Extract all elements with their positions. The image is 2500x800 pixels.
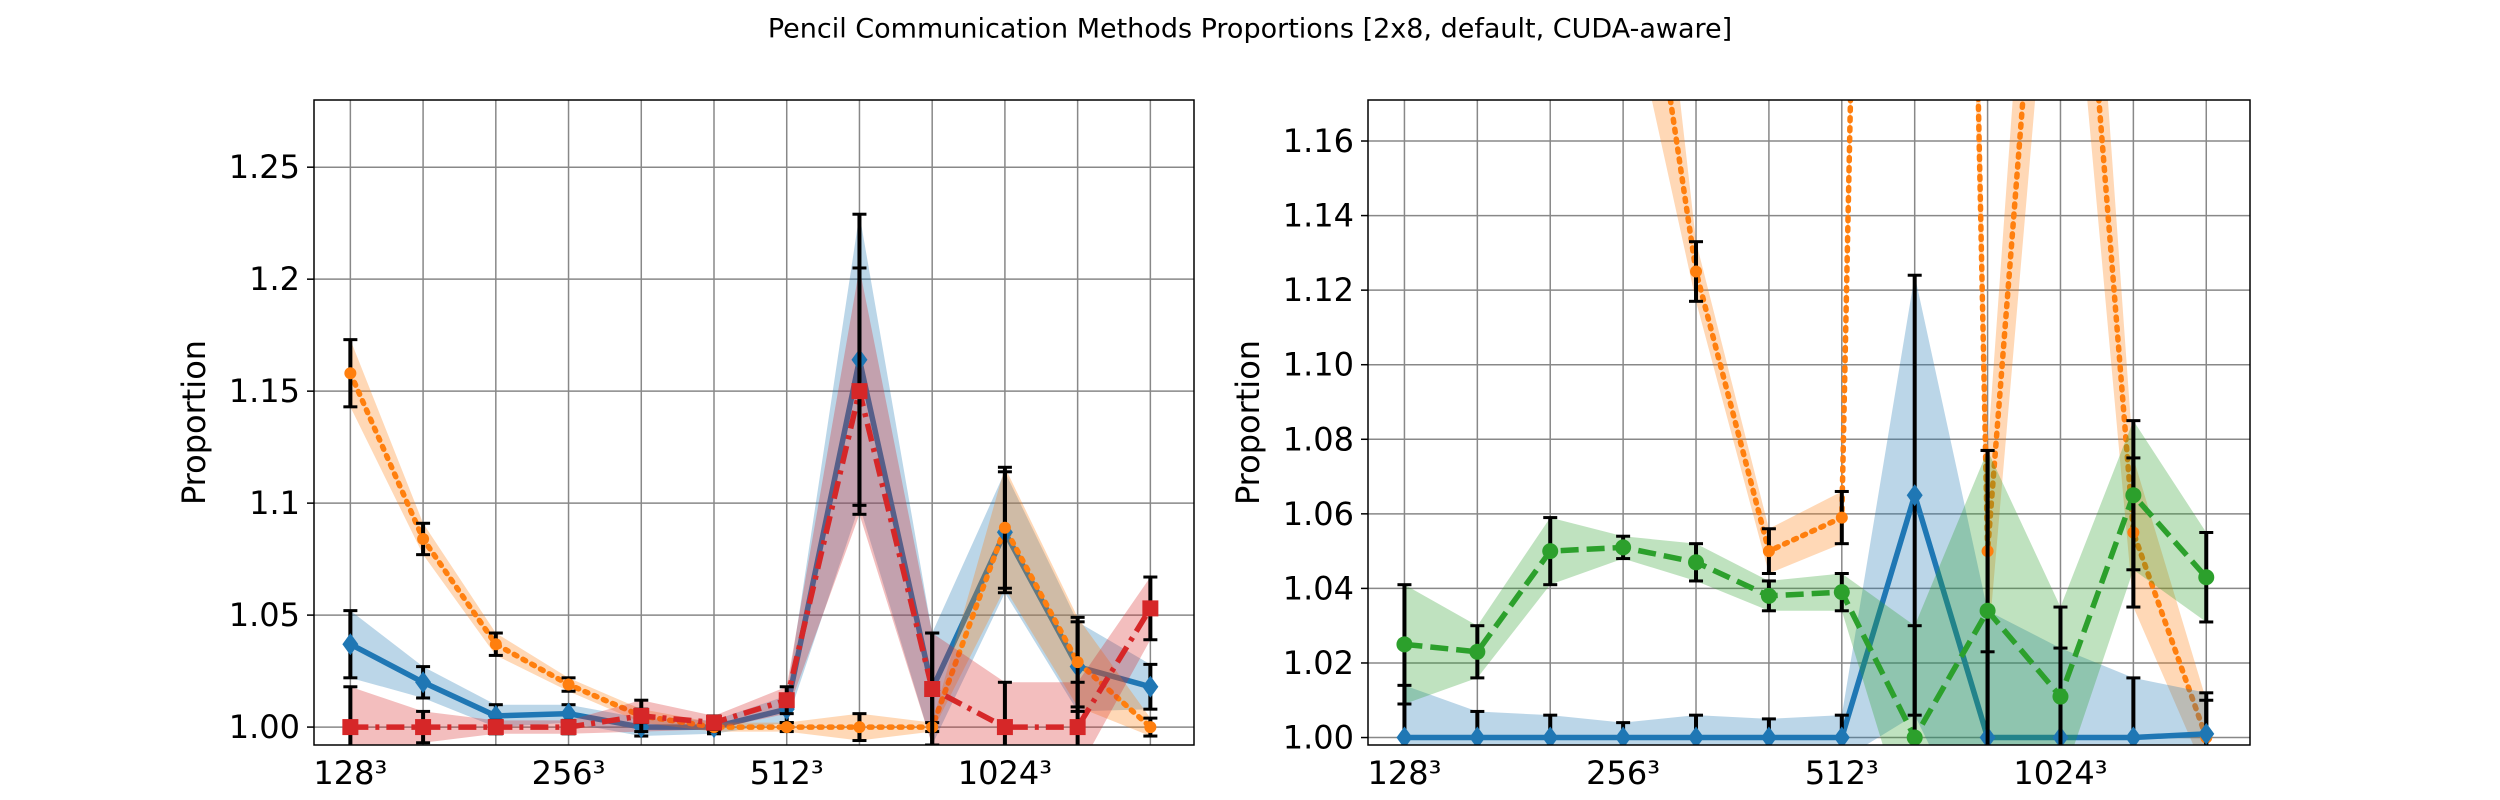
point <box>851 383 868 400</box>
x-tick-label: 256³ <box>1586 754 1660 792</box>
point <box>924 681 941 698</box>
y-axis-label: Proportion <box>1229 340 1267 505</box>
point <box>2052 688 2069 705</box>
error-band <box>1404 275 2207 745</box>
point <box>487 719 504 736</box>
point <box>560 719 577 736</box>
x-tick-label: 512³ <box>1805 754 1879 792</box>
point <box>1906 729 1923 745</box>
x-tick-label: 1024³ <box>958 754 1052 792</box>
error-band <box>1404 420 2207 745</box>
y-tick-label: 1.02 <box>1283 644 1354 682</box>
point <box>1979 602 1996 619</box>
point <box>1142 600 1159 617</box>
x-tick-label: 256³ <box>532 754 606 792</box>
point <box>344 367 357 380</box>
y-tick-label: 1.2 <box>249 260 300 298</box>
point <box>417 532 430 545</box>
y-tick-label: 1.16 <box>1283 122 1354 160</box>
error-band <box>350 214 1151 745</box>
point <box>853 721 866 734</box>
point <box>1835 511 1848 524</box>
point <box>342 719 359 736</box>
point <box>706 714 722 731</box>
point <box>1396 726 1413 745</box>
point <box>1615 726 1632 745</box>
point <box>2198 569 2215 586</box>
y-tick-label: 1.14 <box>1283 197 1354 235</box>
point <box>1469 643 1486 660</box>
axes-frame <box>1367 99 2251 746</box>
y-tick-label: 1.08 <box>1283 420 1354 458</box>
y-tick-label: 1.12 <box>1283 271 1354 309</box>
y-tick-label: 1.04 <box>1283 569 1354 607</box>
point <box>1833 726 1850 745</box>
point <box>1069 719 1086 736</box>
plot-area <box>1396 100 2215 745</box>
point <box>1144 721 1157 734</box>
point <box>415 719 432 736</box>
point <box>1833 584 1850 601</box>
point <box>1760 587 1777 604</box>
point <box>1690 265 1703 278</box>
y-tick-label: 1.15 <box>229 372 300 410</box>
point <box>2198 722 2215 745</box>
axes-frame <box>313 99 1195 746</box>
y-tick-label: 1.06 <box>1283 495 1354 533</box>
point <box>996 719 1013 736</box>
point <box>1688 554 1705 571</box>
point <box>342 633 359 656</box>
y-tick-label: 1.00 <box>229 708 300 746</box>
x-tick-label: 512³ <box>750 754 824 792</box>
figure-title: Pencil Communication Methods Proportions… <box>768 14 1732 45</box>
y-axis-label: Proportion <box>175 340 213 505</box>
point <box>1760 726 1777 745</box>
x-tick-label: 128³ <box>1367 754 1441 792</box>
series-line <box>1667 100 2210 741</box>
point <box>1762 545 1775 558</box>
x-tick-label: 128³ <box>313 754 387 792</box>
point <box>2125 487 2142 504</box>
series-line <box>347 370 1154 730</box>
y-tick-label: 1.1 <box>249 484 300 522</box>
point <box>1906 484 1923 507</box>
y-tick-label: 1.05 <box>229 596 300 634</box>
point <box>562 678 575 691</box>
point <box>1542 543 1559 560</box>
point <box>1469 726 1486 745</box>
point <box>1071 656 1084 669</box>
plot-area <box>342 212 1159 745</box>
point <box>1396 636 1413 653</box>
series-line <box>350 390 1153 730</box>
error-band <box>350 267 1151 745</box>
point <box>1542 726 1559 745</box>
point <box>778 692 795 709</box>
point <box>2125 726 2142 745</box>
y-tick-label: 1.00 <box>1283 719 1354 757</box>
point <box>1688 726 1705 745</box>
point <box>1615 539 1632 556</box>
point <box>415 671 432 694</box>
point <box>489 638 502 651</box>
y-tick-label: 1.25 <box>229 148 300 186</box>
point <box>998 521 1011 534</box>
point <box>633 707 650 724</box>
point <box>780 721 793 734</box>
series-line <box>1404 485 2207 741</box>
y-tick-label: 1.10 <box>1283 346 1354 384</box>
x-tick-label: 1024³ <box>2013 754 2107 792</box>
error-band <box>350 339 1151 741</box>
point <box>1142 675 1159 698</box>
